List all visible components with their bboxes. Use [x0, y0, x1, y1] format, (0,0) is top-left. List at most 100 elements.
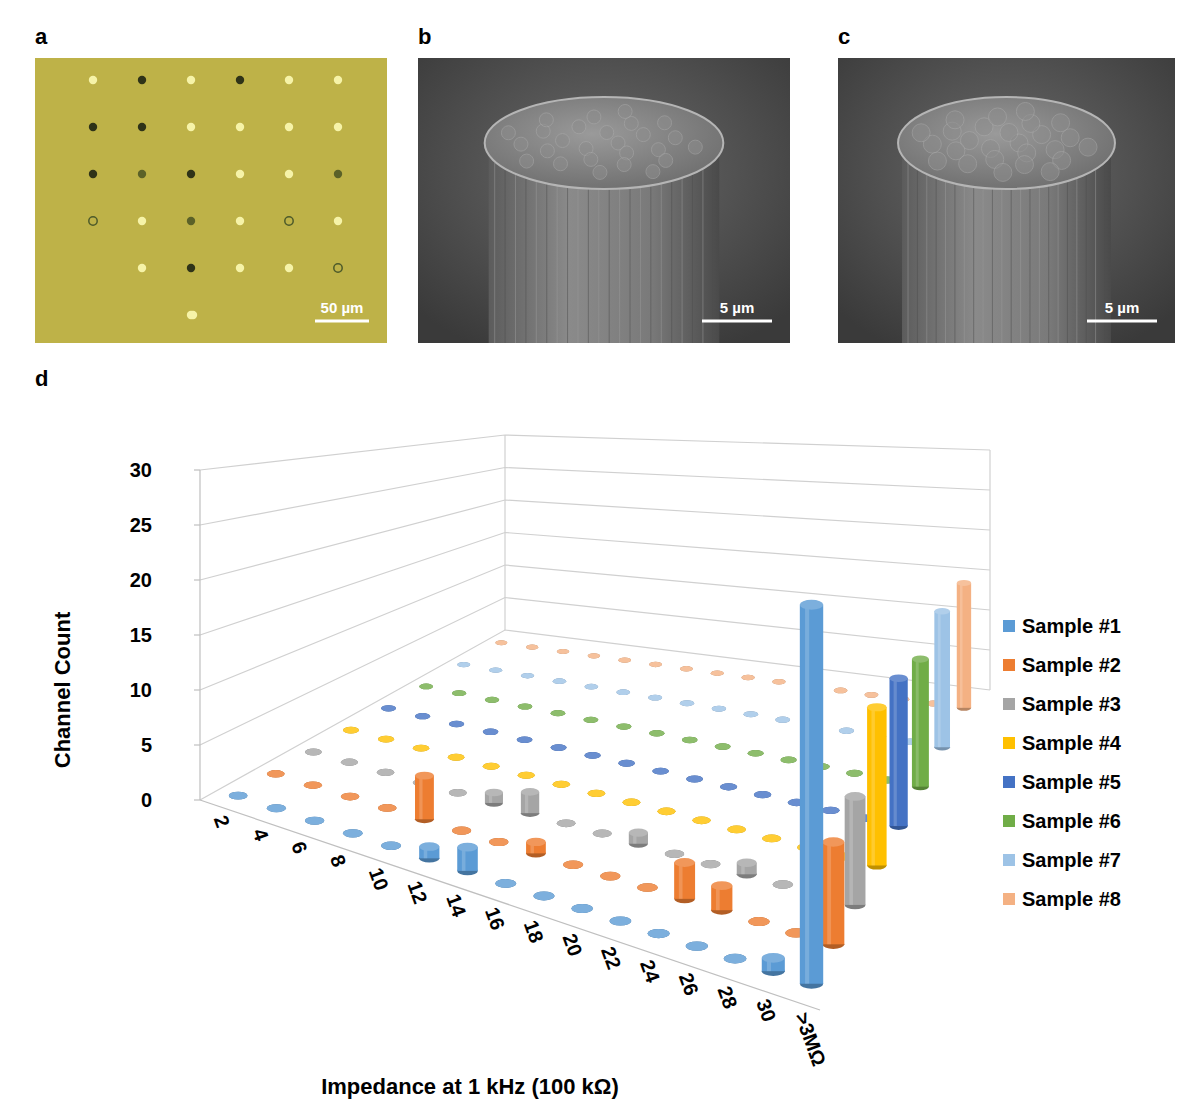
bar: [585, 752, 601, 759]
bar: [583, 717, 598, 723]
pillar-texture: [908, 163, 909, 343]
bar: [343, 727, 359, 734]
legend-swatch: [1003, 620, 1015, 632]
pillar-texture: [505, 163, 506, 343]
x-tick-label: 30: [752, 996, 780, 1024]
pillar-texture: [926, 163, 927, 343]
bar: [775, 717, 790, 723]
bar-top: [609, 916, 631, 925]
bar-top: [593, 830, 612, 838]
bar-base: [715, 743, 731, 750]
bar: [686, 941, 708, 950]
electrode-dot: [187, 123, 195, 131]
bar-base: [304, 781, 322, 789]
bar-top: [865, 692, 879, 698]
bar-base: [378, 736, 394, 743]
bar-top: [304, 781, 322, 789]
bar-base: [585, 752, 601, 759]
legend-label: Sample #6: [1022, 810, 1121, 832]
bar: [229, 792, 248, 800]
pillar-texture: [992, 163, 993, 343]
x-tick-label: 24: [636, 957, 665, 986]
x-tick-label: >3MΩ: [791, 1009, 831, 1069]
grid-line: [200, 468, 990, 526]
bar: [773, 880, 793, 889]
bar-base: [485, 697, 499, 703]
bar-base: [381, 705, 396, 711]
bar: [489, 838, 508, 846]
bar-base: [378, 804, 397, 812]
bar-top: [711, 670, 724, 675]
image-panel: 5 µm: [418, 58, 790, 343]
scale-bar: [1087, 320, 1157, 323]
bar-top: [526, 645, 538, 650]
bar-base: [526, 645, 538, 650]
bar-top: [489, 838, 508, 846]
bar-base: [452, 690, 466, 696]
electrode-dot: [187, 264, 195, 272]
bar-top: [449, 721, 464, 727]
electrode-dot: [138, 217, 146, 225]
bar-top: [583, 717, 598, 723]
bar-top: [517, 736, 533, 743]
bar-base: [341, 759, 358, 766]
bar: [674, 858, 695, 903]
bar-base: [637, 883, 658, 892]
bar: [781, 757, 797, 764]
x-tick-label: 10: [365, 865, 393, 893]
wall-edge: [504, 435, 505, 630]
bar-base: [343, 829, 363, 837]
bar-top: [748, 917, 770, 926]
bar: [822, 837, 844, 949]
surface-grain: [501, 126, 515, 140]
bar-base: [533, 892, 554, 901]
bar: [305, 817, 324, 825]
surface-grain: [658, 116, 672, 130]
bar-top: [839, 728, 854, 734]
pillar-texture: [546, 163, 547, 343]
bar-top: [495, 879, 516, 888]
electrode-dot: [334, 217, 342, 225]
pillar-texture: [954, 163, 955, 343]
bar-base: [609, 916, 631, 925]
surface-grain: [572, 120, 586, 134]
legend-swatch: [1003, 776, 1015, 788]
x-tick-label: 2: [210, 812, 234, 830]
bar-top: [448, 754, 464, 761]
bar-base: [495, 640, 507, 645]
bar: [800, 600, 823, 989]
x-tick-label: 16: [481, 904, 509, 932]
bar-highlight: [849, 796, 853, 904]
pillar-texture: [1058, 163, 1059, 343]
bar-highlight: [827, 842, 831, 944]
bar-top: [267, 804, 286, 812]
micrograph-tint: [35, 58, 387, 343]
bar-base: [495, 879, 516, 888]
bar: [701, 860, 721, 868]
bar: [741, 675, 754, 681]
surface-grain: [688, 140, 702, 154]
bar: [526, 645, 538, 650]
bar-top: [652, 768, 669, 775]
bar: [267, 770, 285, 777]
pillar-texture: [661, 163, 662, 343]
pillar-texture: [917, 163, 918, 343]
bar: [772, 679, 785, 685]
bar-top: [521, 673, 534, 679]
bar: [517, 736, 533, 743]
bar: [489, 667, 502, 672]
surface-grain: [1000, 123, 1018, 141]
bar: [912, 656, 929, 791]
electrode-dot: [236, 170, 244, 178]
bar-highlight: [679, 863, 683, 899]
bar-base: [781, 757, 797, 764]
electrode-dot: [334, 123, 342, 131]
bar-top: [378, 736, 394, 743]
bar-top: [452, 827, 471, 835]
y-tick: [194, 799, 200, 800]
bar-base: [686, 941, 708, 950]
bar: [553, 781, 570, 788]
bar-top: [495, 640, 507, 645]
bar-top: [341, 759, 358, 766]
bar-top: [588, 790, 605, 797]
